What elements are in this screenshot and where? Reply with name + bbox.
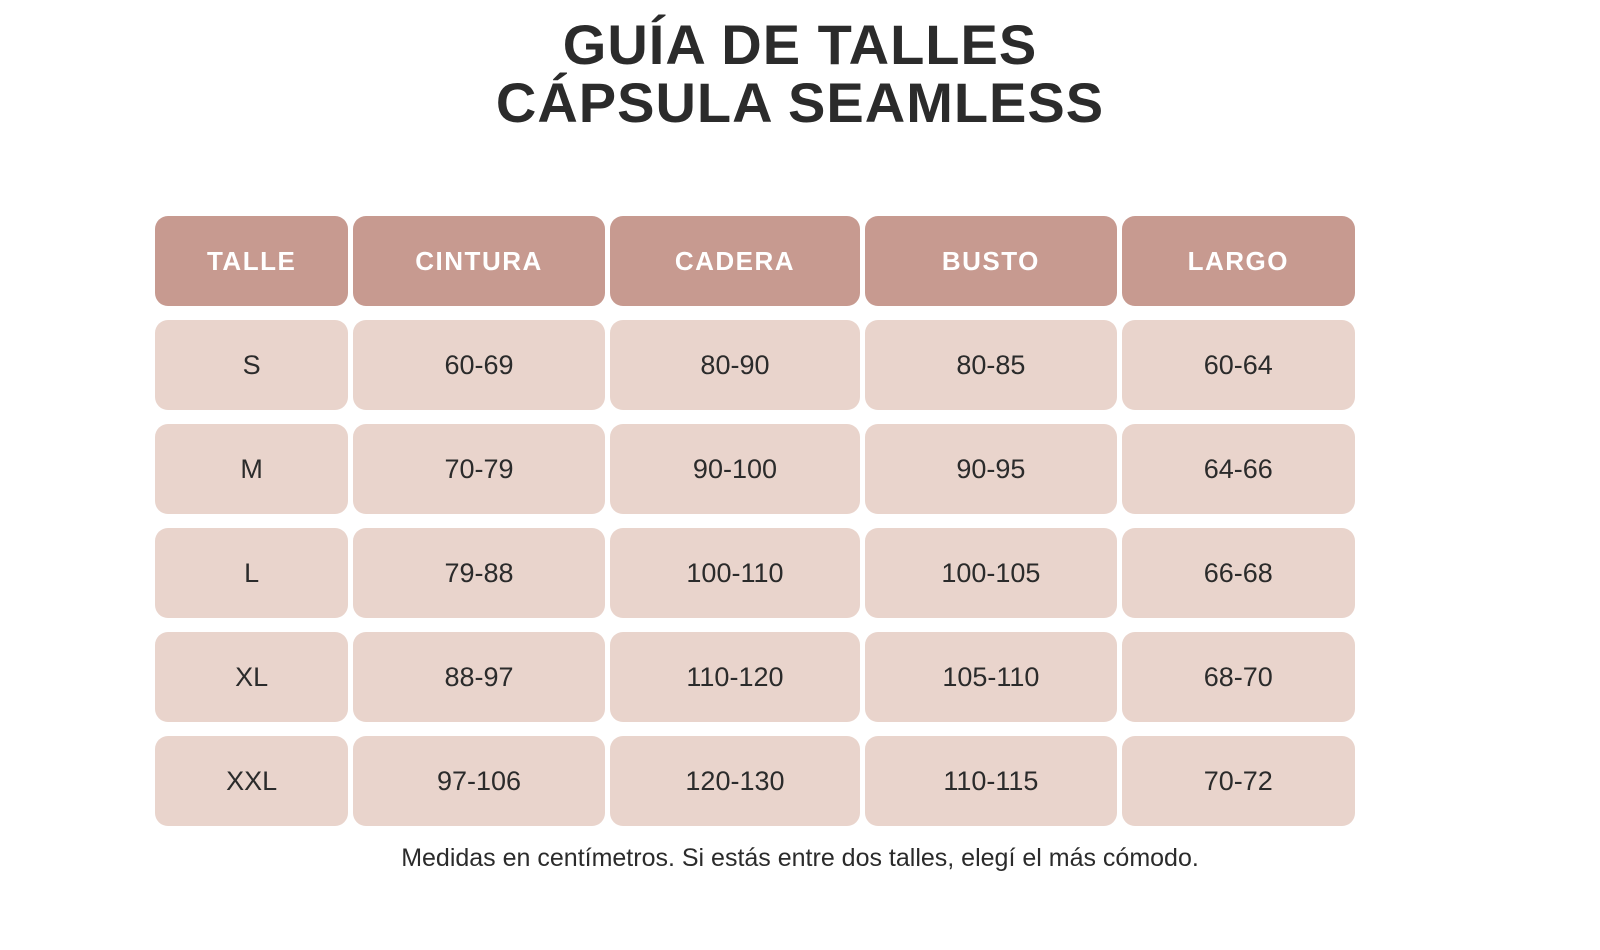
cell-m-cadera: 90-100 xyxy=(609,424,861,514)
cell-l-cadera: 100-110 xyxy=(609,528,861,618)
column-header-cadera: CADERA xyxy=(609,216,861,306)
title-line-2: CÁPSULA SEAMLESS xyxy=(495,71,1105,134)
cell-s-talle: S xyxy=(155,320,349,410)
cell-l-talle: L xyxy=(155,528,349,618)
cell-xl-largo: 68-70 xyxy=(1121,632,1355,722)
cell-xl-talle: XL xyxy=(155,632,349,722)
cell-m-talle: M xyxy=(155,424,349,514)
measurement-note: Medidas en centímetros. Si estás entre d… xyxy=(401,844,1199,872)
cell-l-busto: 100-105 xyxy=(865,528,1117,618)
column-header-busto: BUSTO xyxy=(865,216,1117,306)
cell-xl-cadera: 110-120 xyxy=(609,632,861,722)
cell-xxl-largo: 70-72 xyxy=(1121,736,1355,826)
cell-s-cintura: 60-69 xyxy=(353,320,605,410)
page-title: GUÍA DE TALLES CÁPSULA SEAMLESS xyxy=(0,0,1600,132)
size-guide-content: TALLE CINTURA CADERA BUSTO LARGO S 60-69… xyxy=(0,216,1600,873)
cell-m-cintura: 70-79 xyxy=(353,424,605,514)
column-header-talle: TALLE xyxy=(155,216,349,306)
cell-s-cadera: 80-90 xyxy=(609,320,861,410)
cell-xl-cintura: 88-97 xyxy=(353,632,605,722)
cell-m-largo: 64-66 xyxy=(1121,424,1355,514)
size-guide-table: TALLE CINTURA CADERA BUSTO LARGO S 60-69… xyxy=(155,216,1355,826)
column-header-cintura: CINTURA xyxy=(353,216,605,306)
cell-l-cintura: 79-88 xyxy=(353,528,605,618)
cell-xxl-cadera: 120-130 xyxy=(609,736,861,826)
column-header-largo: LARGO xyxy=(1121,216,1355,306)
cell-l-largo: 66-68 xyxy=(1121,528,1355,618)
cell-xxl-busto: 110-115 xyxy=(865,736,1117,826)
cell-xl-busto: 105-110 xyxy=(865,632,1117,722)
cell-m-busto: 90-95 xyxy=(865,424,1117,514)
cell-s-busto: 80-85 xyxy=(865,320,1117,410)
cell-xxl-talle: XXL xyxy=(155,736,349,826)
cell-s-largo: 60-64 xyxy=(1121,320,1355,410)
cell-xxl-cintura: 97-106 xyxy=(353,736,605,826)
title-line-1: GUÍA DE TALLES xyxy=(562,13,1038,76)
